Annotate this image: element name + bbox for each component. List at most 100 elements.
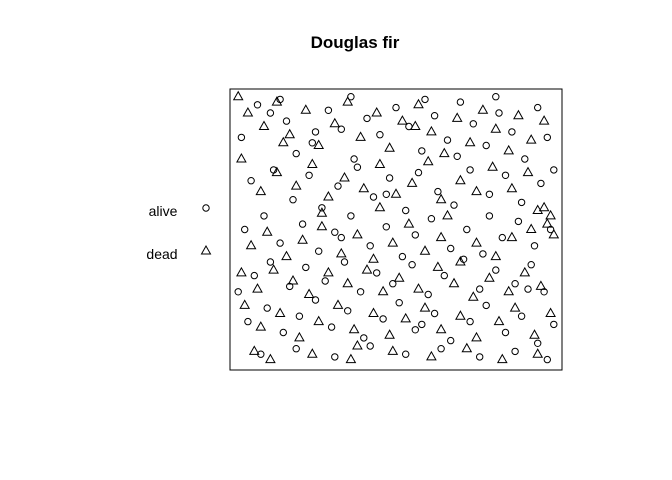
point-alive-5	[308, 139, 316, 147]
point-alive-37	[466, 166, 474, 174]
point-alive-43	[260, 212, 268, 220]
point-dead-6	[313, 139, 325, 149]
point-alive-64	[302, 263, 310, 272]
point-alive-66	[340, 258, 349, 266]
point-alive-7	[337, 125, 345, 133]
point-dead-101	[265, 353, 276, 364]
point-alive-36	[450, 201, 458, 209]
point-dead-22	[525, 134, 537, 144]
point-alive-96	[534, 339, 542, 347]
point-alive-55	[463, 225, 471, 234]
point-alive-8	[350, 155, 358, 163]
point-dead-38	[471, 185, 482, 196]
point-dead-30	[339, 171, 350, 182]
point-alive-76	[511, 280, 519, 288]
point-dead-54	[352, 228, 363, 239]
point-alive-72	[440, 271, 448, 280]
point-dead-4	[284, 128, 296, 139]
point-alive-99	[292, 345, 300, 353]
point-dead-69	[323, 266, 334, 277]
point-dead-109	[374, 201, 386, 212]
point-dead-108	[532, 348, 544, 358]
point-alive-84	[327, 323, 336, 331]
point-alive-67	[356, 288, 365, 296]
point-alive-79	[244, 317, 252, 326]
point-dead-63	[506, 231, 518, 242]
point-alive-110	[492, 93, 500, 101]
point-alive-85	[344, 307, 352, 315]
point-alive-109	[421, 95, 429, 104]
point-alive-103	[437, 345, 445, 353]
point-dead-77	[467, 291, 479, 301]
point-dead-13	[413, 98, 424, 109]
point-dead-8	[342, 96, 354, 106]
point-alive-101	[366, 342, 374, 350]
point-alive-70	[408, 261, 416, 269]
point-dead-100	[248, 345, 260, 355]
point-dead-47	[525, 223, 537, 233]
point-dead-48	[245, 239, 257, 250]
point-dead-87	[332, 299, 344, 309]
point-dead-50	[281, 250, 292, 261]
point-dead-55	[368, 253, 379, 263]
point-dead-76	[448, 277, 460, 288]
point-alive-34	[414, 168, 423, 177]
point-dead-41	[522, 166, 534, 177]
point-dead-58	[419, 245, 431, 255]
point-dead-11	[384, 142, 395, 152]
point-dead-39	[487, 161, 498, 171]
point-dead-62	[490, 250, 502, 261]
point-alive-112	[550, 166, 558, 174]
point-alive-114	[311, 128, 320, 136]
point-alive-16	[456, 98, 465, 106]
point-dead-3	[271, 96, 283, 106]
observation-window	[229, 88, 563, 371]
point-alive-92	[466, 317, 474, 326]
point-dead-67	[287, 274, 299, 285]
point-alive-6	[324, 106, 333, 115]
point-alive-54	[447, 244, 455, 253]
point-alive-3	[282, 117, 291, 125]
point-alive-62	[266, 258, 275, 266]
point-dead-40	[506, 182, 518, 193]
point-dead-102	[306, 348, 318, 358]
point-alive-61	[250, 271, 259, 280]
point-dead-45	[548, 228, 560, 239]
point-dead-94	[455, 310, 466, 320]
point-alive-59	[530, 242, 539, 250]
point-alive-90	[430, 309, 439, 318]
point-alive-24	[247, 177, 255, 185]
point-alive-75	[492, 266, 500, 274]
point-dead-79	[503, 285, 515, 296]
point-dead-71	[361, 264, 373, 274]
point-dead-52	[316, 220, 328, 231]
point-dead-14	[426, 125, 437, 136]
point-alive-77	[527, 261, 535, 269]
point-alive-1	[253, 101, 262, 109]
point-dead-65	[252, 283, 263, 293]
point-alive-39	[501, 171, 510, 180]
point-dead-98	[529, 329, 540, 339]
point-alive-31	[369, 193, 378, 201]
point-alive-10	[376, 131, 384, 139]
point-dead-81	[535, 280, 547, 290]
point-alive-52	[411, 231, 419, 239]
legend-label-alive: alive	[149, 203, 178, 219]
point-dead-57	[403, 218, 415, 228]
point-dead-0	[232, 90, 244, 101]
point-alive-74	[476, 285, 484, 293]
point-alive-18	[482, 141, 490, 150]
point-dead-93	[435, 323, 447, 334]
point-dead-1	[242, 106, 254, 117]
point-dead-104	[387, 345, 399, 355]
point-dead-19	[490, 123, 502, 133]
point-dead-103	[345, 353, 357, 364]
legend-marker-dead	[200, 244, 212, 255]
legend-label-dead: dead	[146, 246, 177, 262]
point-alive-117	[337, 233, 345, 242]
point-dead-88	[348, 323, 360, 334]
point-dead-29	[323, 190, 334, 201]
point-dead-25	[255, 185, 267, 196]
point-dead-112	[277, 136, 289, 147]
